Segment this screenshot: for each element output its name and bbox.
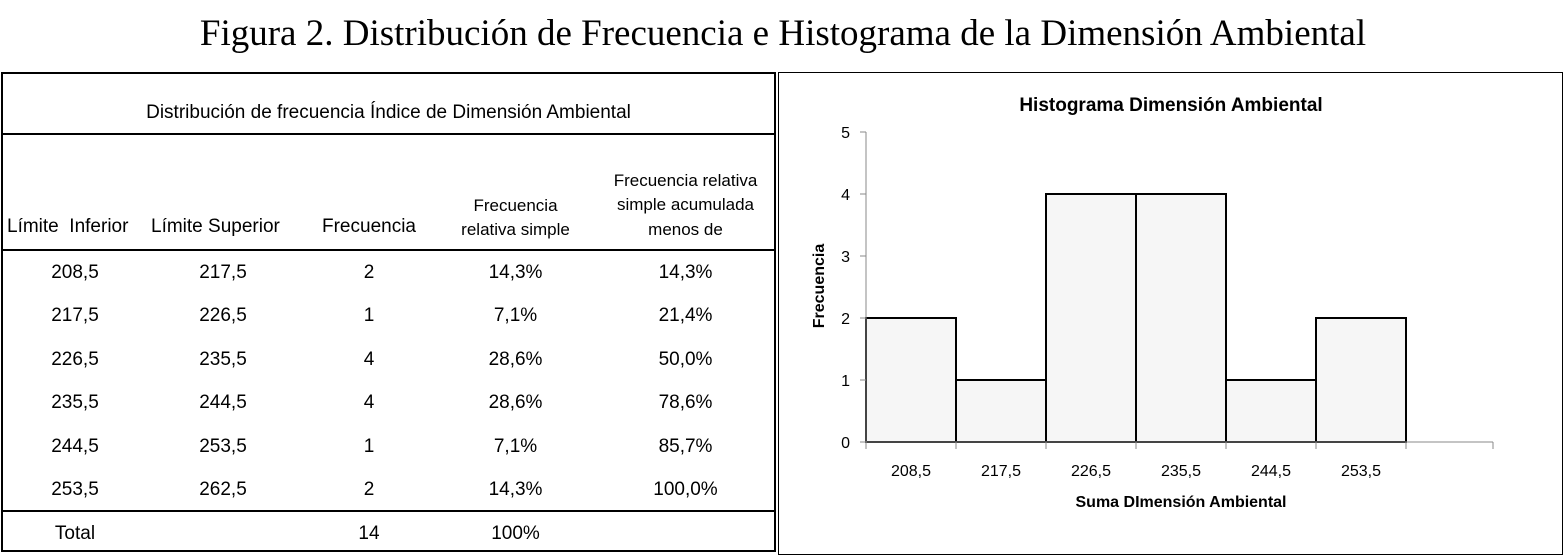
y-tick-label: 1	[841, 373, 850, 390]
histogram-bar	[1315, 317, 1407, 443]
histogram-bar	[1225, 379, 1317, 443]
histogram-chart: Histograma Dimensión Ambiental 0 1 2 3 4 5 208…	[811, 95, 1494, 511]
row-cumulative: 14,3%	[658, 262, 713, 283]
row-upper: 235,5	[199, 349, 247, 370]
row-lower: 208,5	[51, 262, 99, 283]
header-cum-line2: simple acumulada	[616, 195, 754, 214]
row-relative: 7,1%	[493, 436, 538, 457]
y-tick-label: 4	[841, 187, 850, 204]
bar-group	[865, 193, 1407, 443]
header-divider	[3, 249, 774, 251]
row-relative: 7,1%	[493, 305, 538, 326]
histogram-bar	[955, 379, 1047, 443]
row-upper: 253,5	[199, 436, 247, 457]
x-tick-label: 235,5	[1161, 463, 1201, 480]
y-tick-label: 0	[841, 435, 850, 452]
x-tick-label: 253,5	[1341, 463, 1381, 480]
x-tick-label: 217,5	[981, 463, 1021, 480]
row-cumulative: 100,0%	[653, 479, 718, 500]
row-upper: 244,5	[199, 392, 247, 413]
table-caption: Distribución de frecuencia Índice de Dim…	[146, 102, 631, 123]
y-axis-title: Frecuencia	[811, 244, 828, 329]
y-tick-label: 5	[841, 125, 850, 142]
header-cum-line3: menos de	[648, 220, 723, 239]
header-rel-line1: Frecuencia	[473, 196, 558, 215]
row-frequency: 4	[363, 349, 375, 370]
frequency-table: Distribución de frecuencia Índice de Dim…	[1, 72, 776, 552]
x-axis-title: Suma DImensión Ambiental	[1076, 494, 1287, 511]
header-frequency: Frecuencia	[322, 216, 416, 237]
histogram-bar	[1045, 193, 1137, 443]
x-tick-label: 226,5	[1071, 463, 1111, 480]
row-upper: 217,5	[199, 262, 247, 283]
figure-title: Figura 2. Distribución de Frecuencia e H…	[199, 13, 1367, 54]
histogram-panel: Histograma Dimensión Ambiental 0 1 2 3 4 5 208…	[778, 72, 1563, 555]
row-frequency: 2	[363, 479, 375, 500]
row-cumulative: 50,0%	[658, 349, 713, 370]
y-tick-label: 2	[841, 311, 850, 328]
row-cumulative: 21,4%	[658, 305, 713, 326]
row-lower: 253,5	[51, 479, 99, 500]
row-upper: 262,5	[199, 479, 247, 500]
row-frequency: 4	[363, 392, 375, 413]
y-tick-label: 3	[841, 249, 850, 266]
axes-group: 0 1 2 3 4 5 208,5 217,5 226,5 235,5 244,5 253,5	[841, 125, 1494, 480]
total-relative: 100%	[491, 523, 540, 544]
row-frequency: 1	[363, 436, 375, 457]
row-frequency: 2	[363, 262, 375, 283]
caption-divider	[3, 133, 774, 135]
chart-title: Histograma Dimensión Ambiental	[1019, 95, 1322, 116]
total-label: Total	[54, 523, 96, 544]
row-relative: 28,6%	[488, 392, 543, 413]
header-cum-line1: Frecuencia relativa	[613, 171, 758, 190]
row-relative: 28,6%	[488, 349, 543, 370]
row-relative: 14,3%	[488, 262, 543, 283]
x-tick-label: 208,5	[891, 463, 931, 480]
x-tick-label: 244,5	[1251, 463, 1291, 480]
histogram-bar	[865, 317, 957, 443]
header-upper-limit: Límite Superior	[151, 216, 280, 237]
row-lower: 244,5	[51, 436, 99, 457]
row-lower: 217,5	[51, 305, 99, 326]
row-lower: 235,5	[51, 392, 99, 413]
histogram-bar	[1135, 193, 1227, 443]
total-frequency: 14	[358, 523, 380, 544]
row-lower: 226,5	[51, 349, 99, 370]
row-cumulative: 85,7%	[658, 436, 713, 457]
row-relative: 14,3%	[488, 479, 543, 500]
row-frequency: 1	[363, 305, 375, 326]
header-lower-limit: Límite Inferior	[7, 216, 129, 237]
row-upper: 226,5	[199, 305, 247, 326]
total-divider	[3, 510, 774, 512]
row-cumulative: 78,6%	[658, 392, 713, 413]
header-rel-line2: relativa simple	[461, 220, 570, 239]
